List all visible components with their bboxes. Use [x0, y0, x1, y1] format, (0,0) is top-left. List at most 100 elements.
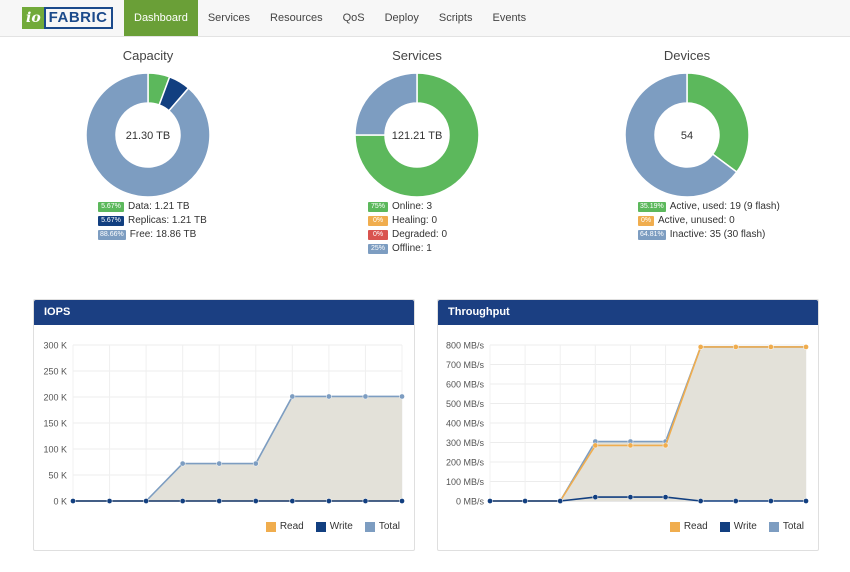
throughput-ytick-label: 500 MB/s: [446, 399, 485, 409]
iops-total-point[interactable]: [362, 393, 369, 400]
iops-write-point[interactable]: [252, 498, 259, 504]
services-donut: 121.21 TB: [354, 72, 480, 198]
logo-name: FABRIC: [43, 7, 113, 29]
capacity-slice-2[interactable]: [85, 72, 211, 198]
services-title: Services: [392, 48, 442, 63]
throughput-panel-title: Throughput: [438, 300, 818, 325]
throughput-read-point[interactable]: [592, 442, 599, 449]
services-slice-0[interactable]: [354, 72, 480, 198]
throughput-ytick-label: 0 MB/s: [456, 497, 485, 507]
throughput-write-point[interactable]: [557, 498, 564, 504]
devices-slice-0[interactable]: [686, 72, 750, 174]
iops-panel: IOPS 0 K 50 K 100 K 150 K 200 K 250 K 300 K Re…: [33, 299, 415, 551]
throughput-read-point[interactable]: [732, 344, 739, 350]
services-legend-degraded: 0% Degraded: 0: [368, 228, 447, 242]
capacity-title: Capacity: [122, 48, 174, 63]
nav-qos[interactable]: QoS: [342, 12, 365, 24]
devices-center-value: 54: [681, 130, 693, 142]
iops-write-point[interactable]: [106, 498, 113, 504]
services-healing-pct: 0%: [368, 216, 388, 226]
nav-resources[interactable]: Resources: [270, 12, 323, 24]
iops-write-point[interactable]: [143, 498, 149, 504]
throughput-write-point[interactable]: [768, 498, 774, 504]
throughput-write-point[interactable]: [732, 498, 739, 504]
devices-segments: [624, 72, 750, 198]
throughput-legend: Read Write Total: [658, 521, 804, 532]
throughput-write-point[interactable]: [487, 498, 493, 504]
nav-events[interactable]: Events: [492, 12, 527, 24]
read-swatch: [669, 521, 680, 532]
services-segments: [354, 72, 480, 198]
iops-total-point[interactable]: [252, 460, 259, 467]
iops-ytick-label: 200 K: [43, 393, 67, 403]
iops-total-point[interactable]: [216, 460, 223, 467]
services-center-value: 121.21 TB: [392, 130, 443, 142]
throughput-write-point[interactable]: [627, 494, 634, 500]
total-swatch: [364, 521, 375, 532]
devices-active-used-label: Active, used: 19 (9 flash): [669, 201, 780, 212]
throughput-write-point[interactable]: [697, 498, 704, 504]
throughput-ytick-label: 600 MB/s: [446, 380, 485, 390]
throughput-legend-read[interactable]: Read: [669, 521, 708, 532]
capacity-center-value: 21.30 TB: [126, 130, 170, 142]
throughput-read-point[interactable]: [697, 344, 704, 350]
top-navbar: io FABRIC Dashboard Services Resources Q…: [0, 0, 850, 37]
throughput-write-point[interactable]: [662, 494, 669, 500]
capacity-legend-data: 5.67% Data: 1.21 TB: [98, 200, 207, 214]
capacity-replicas-pct: 5.67%: [98, 216, 124, 226]
capacity-donut: 21.30 TB: [85, 72, 211, 198]
devices-slice-2[interactable]: [624, 72, 738, 198]
services-healing-label: Healing: 0: [392, 215, 438, 226]
iops-write-point[interactable]: [70, 498, 76, 504]
iops-total-point[interactable]: [326, 393, 332, 400]
services-legend-online: 75% Online: 3: [368, 200, 447, 214]
devices-legend-active-used: 35.19% Active, used: 19 (9 flash): [638, 200, 780, 214]
services-slice-3[interactable]: [354, 72, 418, 136]
capacity-free-label: Free: 18.86 TB: [129, 229, 197, 240]
iops-ytick-label: 100 K: [43, 445, 67, 455]
throughput-ytick-label: 200 MB/s: [446, 458, 485, 468]
iops-write-point[interactable]: [216, 498, 223, 504]
nav-services[interactable]: Services: [207, 12, 251, 24]
nav-scripts[interactable]: Scripts: [438, 12, 473, 24]
capacity-segments: [85, 72, 211, 198]
services-offline-label: Offline: 1: [392, 243, 432, 254]
services-online-label: Online: 3: [392, 201, 433, 212]
iops-total-point[interactable]: [289, 393, 296, 400]
throughput-write-point[interactable]: [522, 498, 528, 504]
throughput-ytick-label: 800 MB/s: [446, 341, 485, 351]
iops-total-point[interactable]: [179, 460, 186, 467]
iops-legend-total[interactable]: Total: [364, 521, 400, 532]
throughput-read-point[interactable]: [627, 442, 634, 449]
devices-legend: 35.19% Active, used: 19 (9 flash) 0% Act…: [638, 200, 780, 242]
nav-dashboard[interactable]: Dashboard: [124, 0, 198, 36]
iops-total-point[interactable]: [399, 393, 405, 400]
throughput-legend-write[interactable]: Write: [719, 521, 757, 532]
throughput-read-point[interactable]: [803, 344, 809, 350]
throughput-legend-read-label: Read: [683, 521, 708, 532]
iops-write-point[interactable]: [179, 498, 186, 504]
throughput-read-point[interactable]: [662, 442, 669, 449]
capacity-widget: Capacity 21.30 TB: [48, 48, 248, 200]
iops-write-point[interactable]: [399, 498, 405, 504]
iops-panel-title: IOPS: [34, 300, 414, 325]
services-degraded-pct: 0%: [368, 230, 388, 240]
iops-chart: 0 K 50 K 100 K 150 K 200 K 250 K 300 K: [43, 341, 405, 507]
iops-legend-write-label: Write: [329, 521, 353, 532]
throughput-legend-total[interactable]: Total: [768, 521, 804, 532]
iops-write-point[interactable]: [362, 498, 369, 504]
iops-legend-write[interactable]: Write: [315, 521, 353, 532]
throughput-read-point[interactable]: [768, 344, 774, 350]
iops-legend-read[interactable]: Read: [265, 521, 304, 532]
iops-write-point[interactable]: [326, 498, 332, 504]
devices-title: Devices: [663, 48, 711, 63]
throughput-write-point[interactable]: [803, 498, 809, 504]
iops-ytick-label: 0 K: [53, 497, 67, 507]
iops-write-point[interactable]: [289, 498, 296, 504]
devices-donut: 54: [624, 72, 750, 198]
devices-legend-active-unused: 0% Active, unused: 0: [638, 214, 780, 228]
nav-deploy[interactable]: Deploy: [384, 12, 419, 24]
services-online-pct: 75%: [368, 202, 388, 212]
iofabric-logo[interactable]: io FABRIC: [22, 7, 113, 29]
throughput-write-point[interactable]: [592, 494, 599, 500]
